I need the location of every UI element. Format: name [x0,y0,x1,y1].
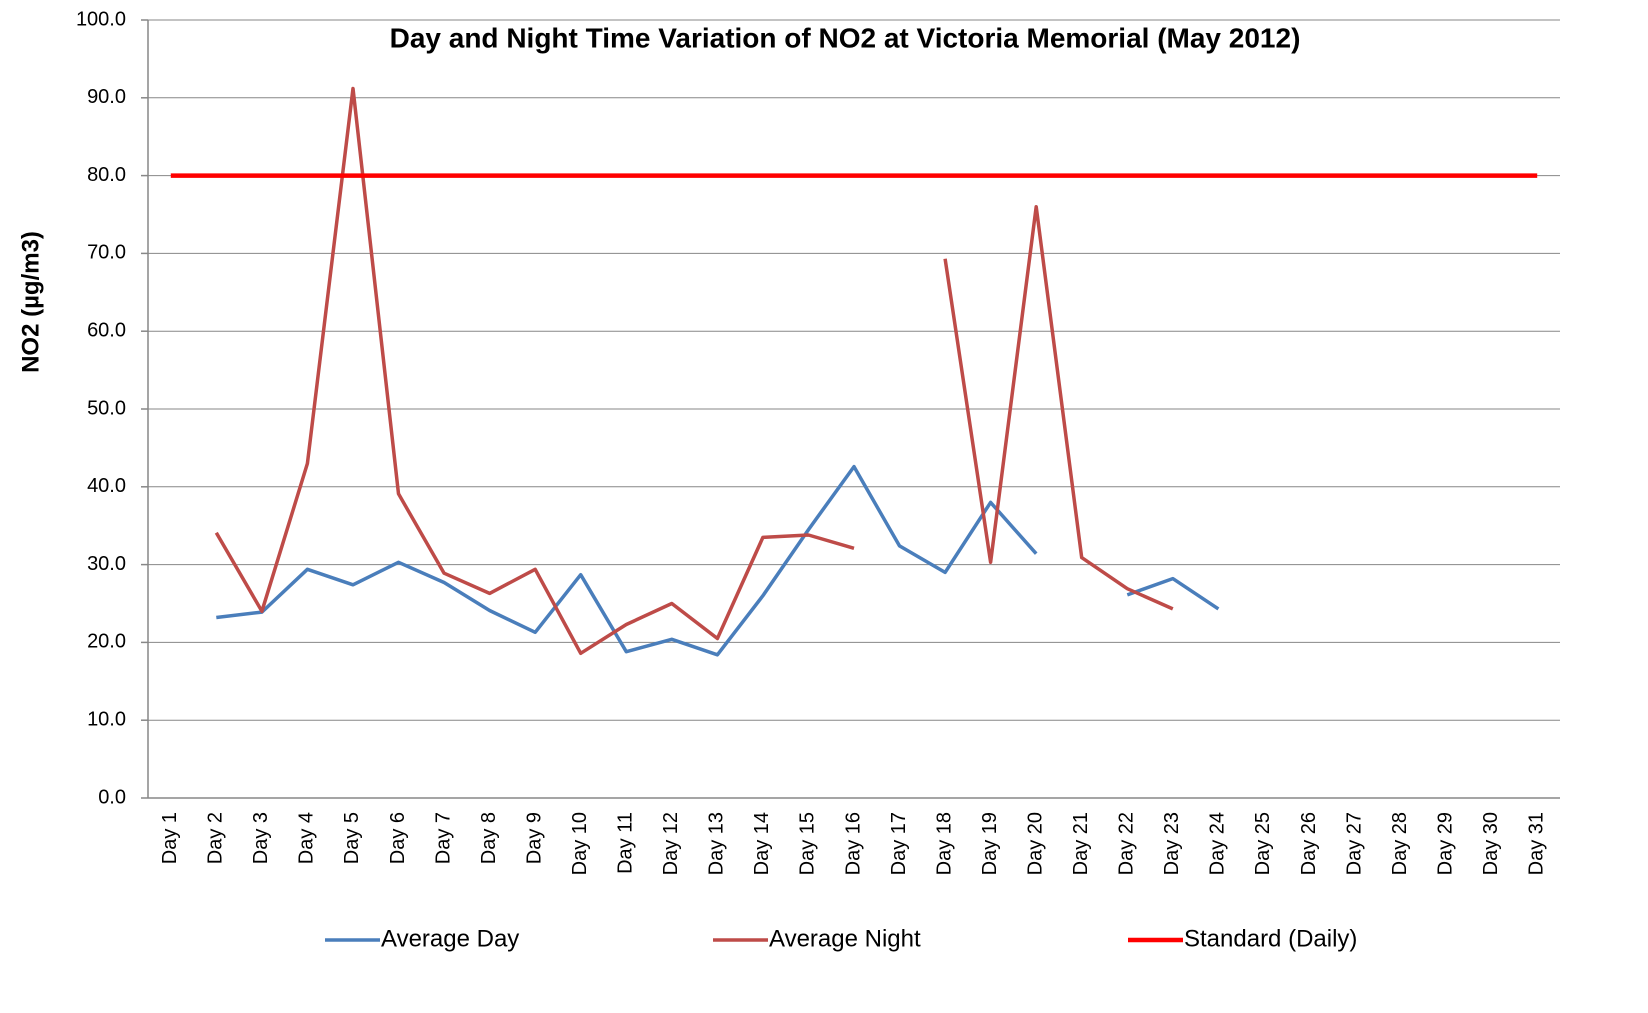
y-tick-label: 90.0 [87,86,126,108]
y-tick-label: 60.0 [87,319,126,341]
series-line [214,86,1174,656]
legend-label: Average Night [769,925,921,952]
x-tick-label: Day 1 [159,812,181,864]
x-tick-label: Day 17 [888,812,910,875]
y-tick-label: 10.0 [87,708,126,730]
x-tick-label: Day 27 [1343,812,1365,875]
x-tick-label: Day 13 [706,812,728,875]
x-tick-label: Day 6 [387,812,409,864]
x-tick-label: Day 26 [1298,812,1320,875]
x-tick-label: Day 19 [979,812,1001,875]
x-tick-label: Day 20 [1024,812,1046,875]
x-tick-label: Day 4 [296,812,318,864]
series-line [216,464,1220,657]
y-tick-label: 40.0 [87,475,126,497]
y-tick-label: 20.0 [87,631,126,653]
x-tick-label: Day 18 [933,812,955,875]
x-tick-label: Day 21 [1070,812,1092,875]
x-tick-label: Day 29 [1434,812,1456,875]
y-tick-label: 50.0 [87,397,126,419]
x-tick-label: Day 31 [1526,812,1548,875]
x-tick-label: Day 3 [250,812,272,864]
y-tick-label: 80.0 [87,164,126,186]
x-tick-label: Day 7 [432,812,454,864]
x-tick-label: Day 9 [523,812,545,864]
x-tick-label: Day 25 [1252,812,1274,875]
y-tick-label: 30.0 [87,553,126,575]
x-tick-label: Day 14 [751,812,773,875]
x-tick-label: Day 8 [478,812,500,864]
chart-title: Day and Night Time Variation of NO2 at V… [390,22,1301,53]
legend-label: Average Day [381,925,519,952]
x-tick-label: Day 23 [1161,812,1183,875]
x-tick-label: Day 11 [615,812,637,874]
x-tick-label: Day 10 [569,812,591,875]
x-tick-label: Day 5 [341,812,363,864]
y-axis-label: NO2 (µg/m3) [17,231,44,373]
x-tick-label: Day 12 [660,812,682,875]
x-tick-label: Day 2 [205,812,227,864]
x-tick-label: Day 28 [1389,812,1411,875]
x-tick-label: Day 16 [842,812,864,875]
y-tick-label: 0.0 [98,786,126,808]
x-tick-label: Day 15 [797,812,819,875]
legend-label: Standard (Daily) [1184,925,1357,952]
y-tick-label: 100.0 [76,8,126,30]
x-tick-label: Day 30 [1480,812,1502,875]
y-tick-label: 70.0 [87,242,126,264]
x-tick-label: Day 24 [1207,812,1229,875]
x-tick-label: Day 22 [1116,812,1138,875]
